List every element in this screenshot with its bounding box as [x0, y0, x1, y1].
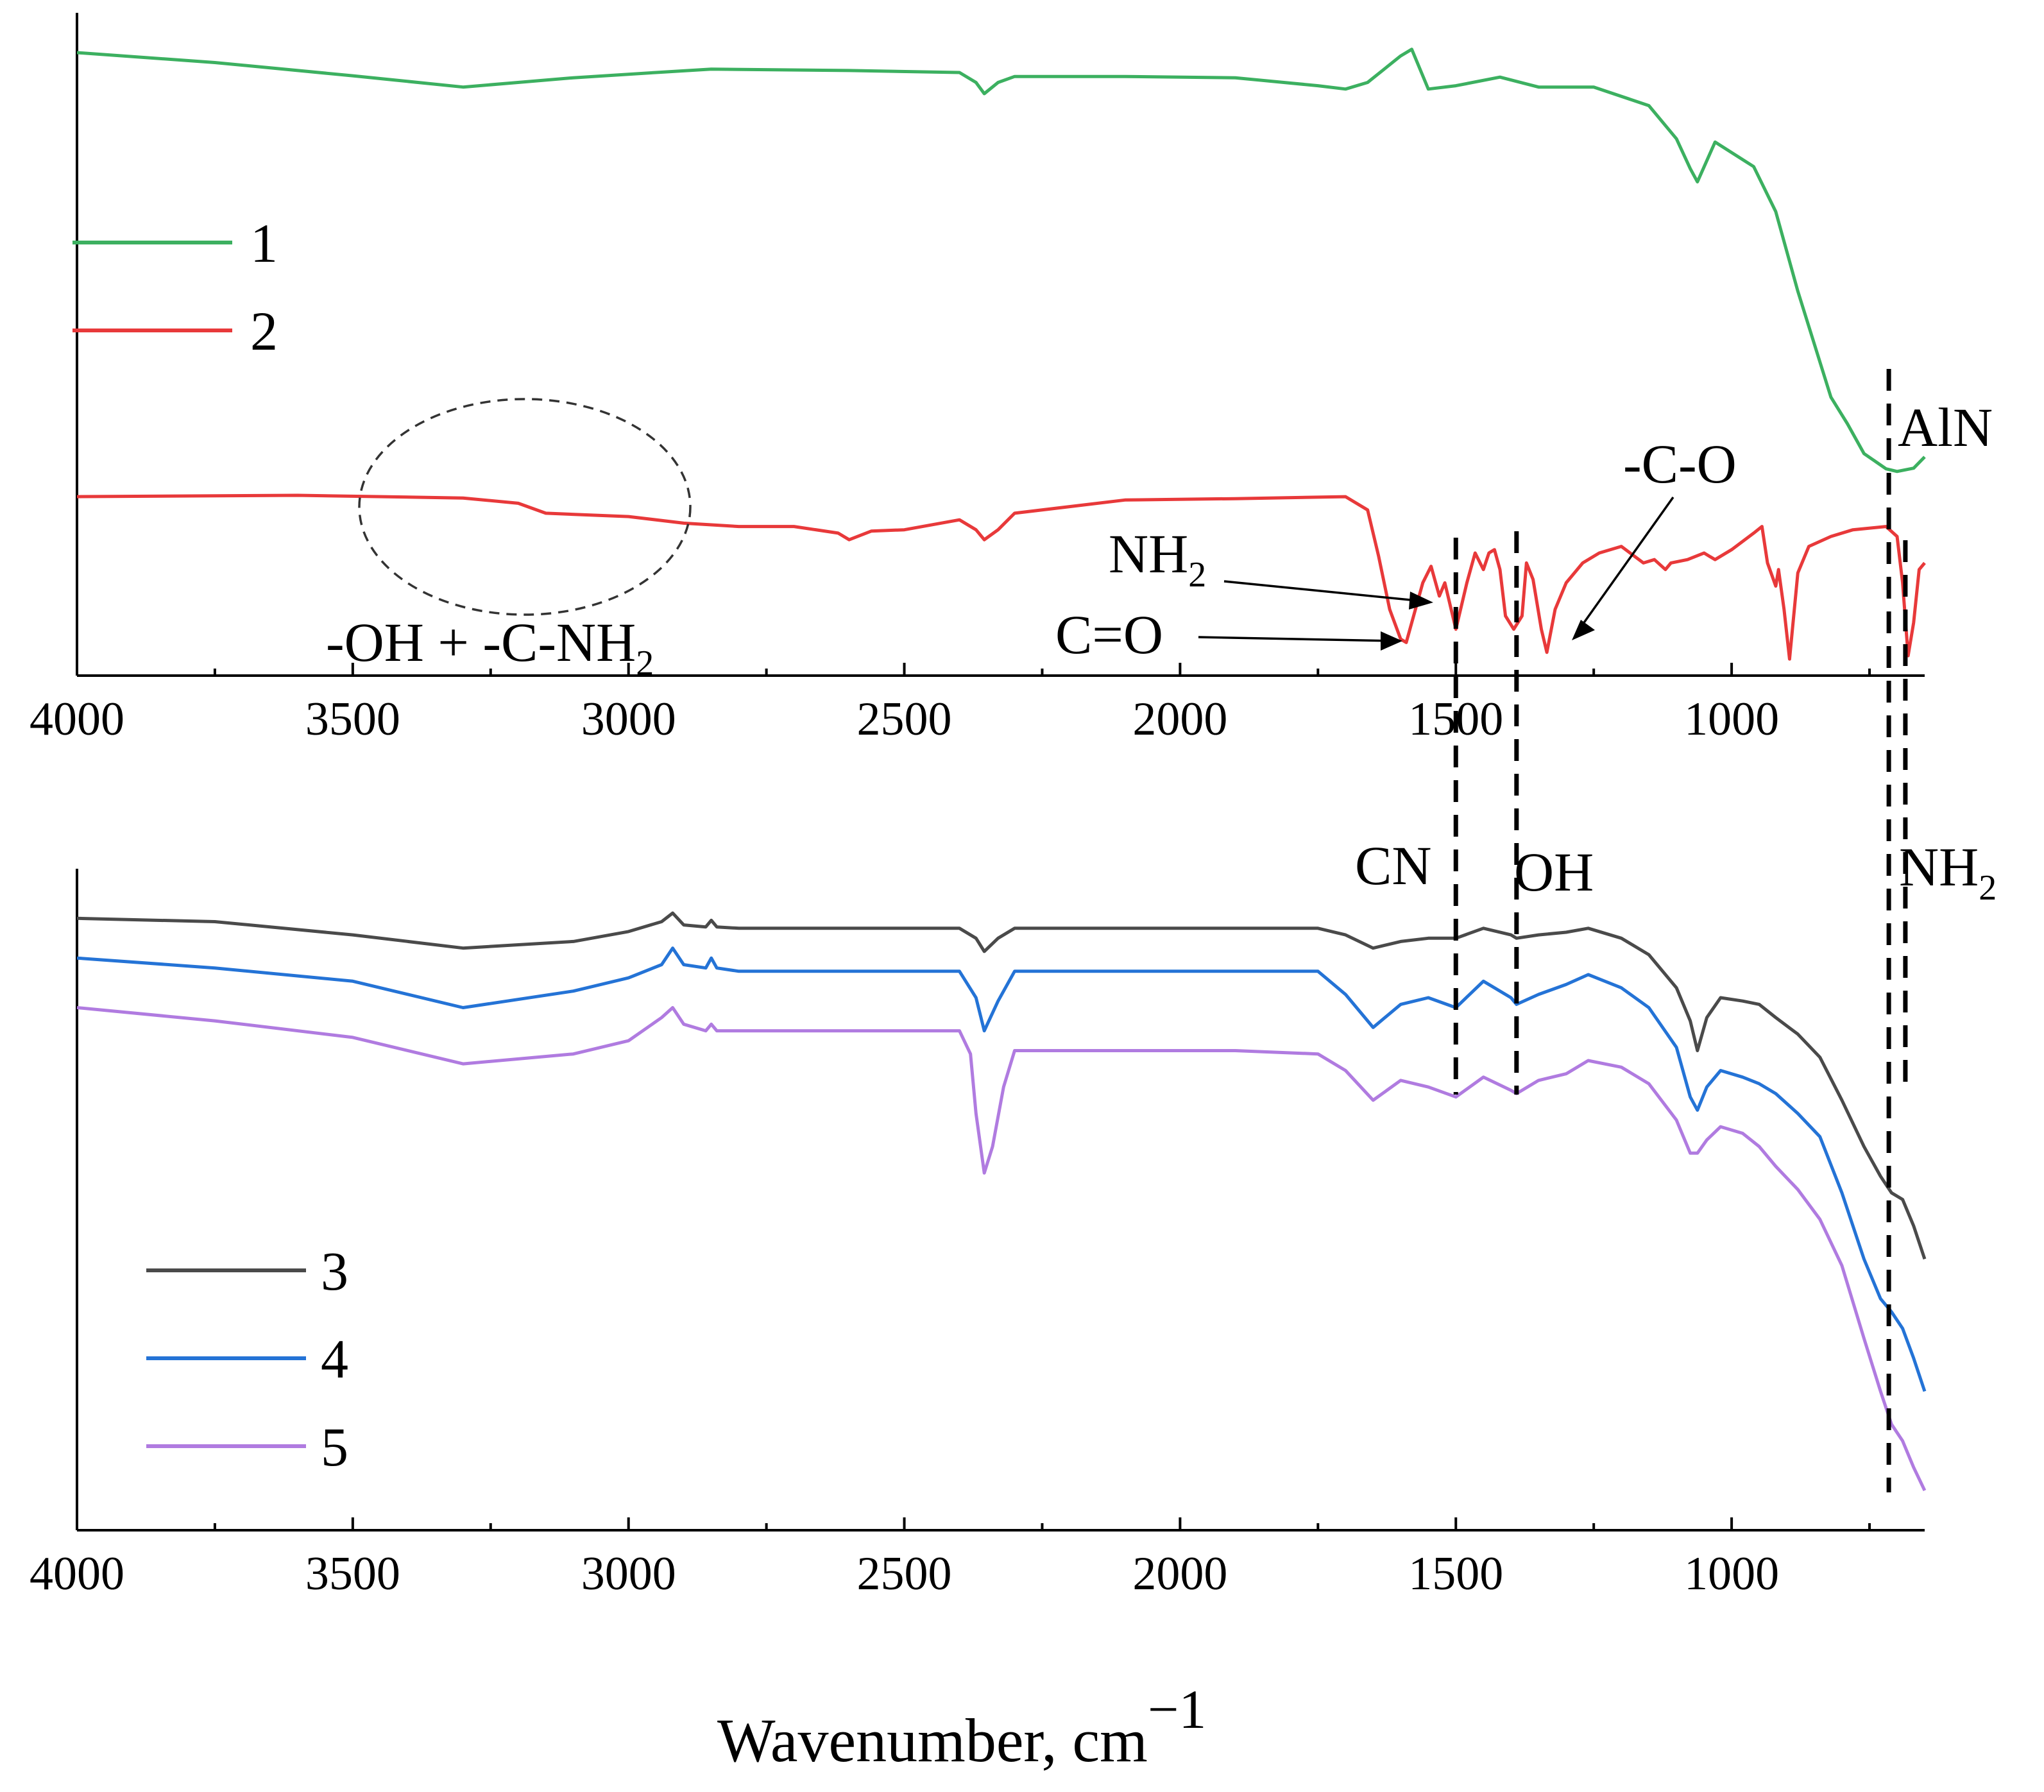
x-tick-label: 2500 [857, 693, 952, 746]
x-tick-label: 4000 [30, 1548, 124, 1600]
arrow-c-o-double [1198, 636, 1393, 642]
arrowhead-nh2 [1409, 592, 1433, 610]
annotation-aln: AlN [1898, 397, 1993, 458]
annotation-c-o-double: C=O [1055, 604, 1163, 665]
x-axis-title: Wavenumber, cm−1 [717, 1678, 1206, 1775]
x-tick-label: 1000 [1684, 693, 1779, 746]
x-tick-label: 2000 [1132, 1548, 1227, 1600]
arrow-nh2 [1223, 580, 1424, 602]
annotation-cn: CN [1355, 835, 1431, 896]
top-traces [76, 47, 1926, 661]
arrow-c-o-single [1577, 496, 1674, 632]
arrowhead-c-o-double [1381, 631, 1402, 651]
top-panel: 4000 3500 3000 2500 2000 1500 1000 1 2 -OH + -… [30, 13, 1993, 746]
x-tick-label: 1000 [1684, 1548, 1779, 1600]
bottom-legend: 3 4 5 [146, 1240, 348, 1478]
legend-label-5: 5 [321, 1416, 348, 1478]
x-tick-label: 2500 [857, 1548, 952, 1600]
top-legend: 1 2 [72, 212, 278, 362]
annotation-oh-c-nh2: -OH + -C-NH2 [326, 611, 654, 683]
x-tick-label: 4000 [30, 693, 124, 746]
x-tick-label: 1500 [1408, 1548, 1503, 1600]
bottom-traces [76, 911, 1927, 1492]
annotation-oh: OH [1514, 841, 1594, 903]
legend-label-3: 3 [321, 1240, 348, 1302]
series-2-line [76, 493, 1926, 661]
bottom-x-ticks: 4000 3500 3000 2500 2000 1500 1000 [30, 1517, 1871, 1600]
annotation-nh2-top: NH2 [1109, 523, 1206, 595]
legend-label-4: 4 [321, 1328, 348, 1390]
series-3-line [76, 911, 1927, 1260]
x-tick-label: 2000 [1132, 693, 1227, 746]
x-tick-label: 3500 [305, 693, 400, 746]
top-x-ticks: 4000 3500 3000 2500 2000 1500 1000 [30, 663, 1871, 746]
series-5-line [76, 1006, 1927, 1492]
annotation-c-o-single: -C-O [1623, 433, 1737, 495]
annotation-nh2-bottom: NH2 [1899, 836, 1997, 908]
legend-label-1: 1 [250, 212, 278, 274]
series-4-line [76, 946, 1927, 1392]
x-tick-label: 3000 [581, 693, 676, 746]
series-1-line [76, 47, 1926, 474]
bottom-panel: 4000 3500 3000 2500 2000 1500 1000 3 4 5 CN OH… [30, 835, 1997, 1600]
legend-label-2: 2 [250, 300, 278, 362]
x-tick-label: 3000 [581, 1548, 676, 1600]
x-tick-label: 3500 [305, 1548, 400, 1600]
reference-lines [1453, 369, 1908, 1492]
oh-nh2-region-ellipse [358, 398, 692, 616]
arrowhead-c-o-single [1572, 620, 1595, 640]
